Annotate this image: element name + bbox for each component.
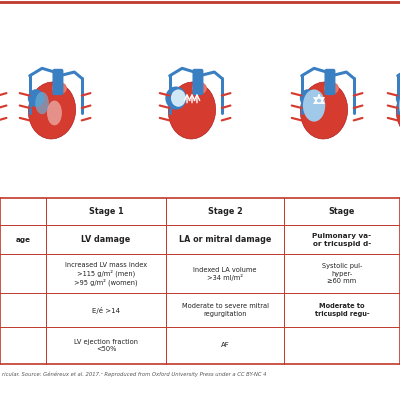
Ellipse shape: [171, 89, 186, 107]
Ellipse shape: [303, 90, 325, 122]
Ellipse shape: [396, 82, 400, 139]
Text: Moderate to severe mitral
regurgitation: Moderate to severe mitral regurgitation: [182, 303, 268, 317]
Text: LA or mitral damage: LA or mitral damage: [179, 236, 271, 244]
FancyBboxPatch shape: [192, 69, 204, 95]
Text: Stage 2: Stage 2: [208, 207, 242, 216]
Text: Stage: Stage: [329, 207, 355, 216]
Ellipse shape: [300, 89, 316, 107]
Text: AF: AF: [221, 342, 229, 348]
Text: Systolic pul-
hyper-
≥60 mm: Systolic pul- hyper- ≥60 mm: [322, 264, 362, 284]
FancyBboxPatch shape: [52, 69, 64, 95]
FancyBboxPatch shape: [0, 0, 400, 194]
Ellipse shape: [47, 100, 62, 125]
Text: ricular. Source: Généreux et al. 2017.² Reproduced from Oxford University Press : ricular. Source: Généreux et al. 2017.² …: [2, 371, 266, 377]
Ellipse shape: [52, 82, 67, 94]
FancyBboxPatch shape: [0, 198, 400, 364]
Ellipse shape: [168, 82, 216, 139]
Ellipse shape: [28, 89, 44, 107]
Ellipse shape: [35, 92, 49, 114]
Text: Indexed LA volume
>34 ml/m²: Indexed LA volume >34 ml/m²: [193, 266, 257, 281]
FancyBboxPatch shape: [324, 69, 336, 95]
Text: LV damage: LV damage: [81, 236, 131, 244]
Ellipse shape: [28, 82, 76, 139]
Ellipse shape: [192, 82, 207, 94]
Ellipse shape: [396, 89, 400, 107]
Ellipse shape: [324, 82, 339, 94]
Text: Moderate to
tricuspid regu-: Moderate to tricuspid regu-: [315, 303, 369, 317]
Text: Pulmonary va-
or tricuspid d-: Pulmonary va- or tricuspid d-: [312, 233, 372, 247]
Text: LV ejection fraction
<50%: LV ejection fraction <50%: [74, 338, 138, 352]
Ellipse shape: [165, 86, 186, 110]
Ellipse shape: [300, 82, 348, 139]
Text: Increased LV mass index
>115 g/m² (men)
>95 g/m² (women): Increased LV mass index >115 g/m² (men) …: [65, 262, 147, 286]
Ellipse shape: [399, 90, 400, 122]
Text: E/é >14: E/é >14: [92, 306, 120, 314]
Text: Stage 1: Stage 1: [89, 207, 123, 216]
Text: age: age: [16, 237, 30, 243]
